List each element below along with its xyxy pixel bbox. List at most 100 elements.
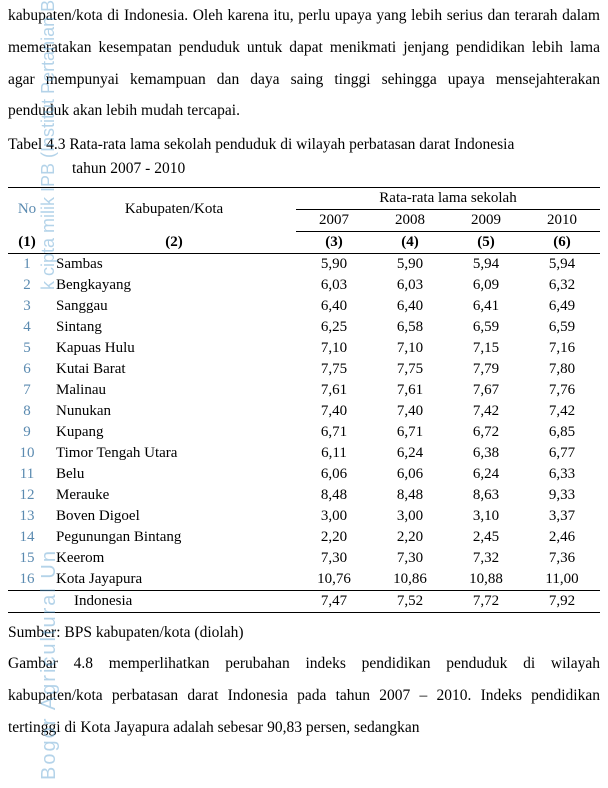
cell-value: 3,37 bbox=[524, 506, 600, 527]
cell-value: 6,03 bbox=[296, 275, 372, 296]
cell-value: 3,10 bbox=[448, 506, 524, 527]
colnum-2: (2) bbox=[46, 232, 296, 254]
cell-value: 2,46 bbox=[524, 527, 600, 548]
cell-kab: Merauke bbox=[46, 485, 296, 506]
cell-value: 6,58 bbox=[372, 317, 448, 338]
paragraph-top: kabupaten/kota di Indonesia. Oleh karena… bbox=[8, 0, 600, 127]
cell-value: 7,32 bbox=[448, 548, 524, 569]
th-year-3: 2010 bbox=[524, 210, 600, 232]
cell-value: 7,72 bbox=[448, 591, 524, 613]
colnum-3: (3) bbox=[296, 232, 372, 254]
cell-value: 7,15 bbox=[448, 338, 524, 359]
colnum-4: (4) bbox=[372, 232, 448, 254]
cell-no: 12 bbox=[8, 485, 46, 506]
table-caption-line2: tahun 2007 - 2010 bbox=[8, 157, 600, 181]
cell-value: 7,40 bbox=[372, 401, 448, 422]
cell-no: 13 bbox=[8, 506, 46, 527]
cell-value: 8,63 bbox=[448, 485, 524, 506]
table-row: 5Kapuas Hulu7,107,107,157,16 bbox=[8, 338, 600, 359]
colnum-5: (5) bbox=[448, 232, 524, 254]
cell-value: 7,75 bbox=[296, 359, 372, 380]
cell-kab: Kupang bbox=[46, 422, 296, 443]
cell-value: 7,79 bbox=[448, 359, 524, 380]
cell-value: 6,72 bbox=[448, 422, 524, 443]
cell-kab: Bengkayang bbox=[46, 275, 296, 296]
cell-kab: Nunukan bbox=[46, 401, 296, 422]
cell-no: 3 bbox=[8, 296, 46, 317]
cell-no: 6 bbox=[8, 359, 46, 380]
table-row: 13Boven Digoel3,003,003,103,37 bbox=[8, 506, 600, 527]
table-row: 11Belu6,066,066,246,33 bbox=[8, 464, 600, 485]
cell-value: 7,75 bbox=[372, 359, 448, 380]
table-caption-line1: Tabel 4.3 Rata-rata lama sekolah pendudu… bbox=[8, 136, 514, 153]
cell-value: 3,00 bbox=[372, 506, 448, 527]
cell-no: 4 bbox=[8, 317, 46, 338]
cell-kab: Sintang bbox=[46, 317, 296, 338]
cell-value: 7,16 bbox=[524, 338, 600, 359]
cell-value: 5,90 bbox=[372, 254, 448, 276]
cell-no: 7 bbox=[8, 380, 46, 401]
cell-value: 6,71 bbox=[372, 422, 448, 443]
cell-value: 7,76 bbox=[524, 380, 600, 401]
cell-value: 6,33 bbox=[524, 464, 600, 485]
cell-value: 7,67 bbox=[448, 380, 524, 401]
th-year-2: 2009 bbox=[448, 210, 524, 232]
cell-value: 7,80 bbox=[524, 359, 600, 380]
cell-kab: Indonesia bbox=[46, 591, 296, 613]
cell-no: 15 bbox=[8, 548, 46, 569]
table-row: 3Sanggau6,406,406,416,49 bbox=[8, 296, 600, 317]
cell-value: 7,10 bbox=[372, 338, 448, 359]
cell-value: 7,42 bbox=[524, 401, 600, 422]
cell-kab: Kota Jayapura bbox=[46, 569, 296, 591]
th-kab: Kabupaten/Kota bbox=[46, 188, 296, 232]
cell-kab: Pegunungan Bintang bbox=[46, 527, 296, 548]
table-row: 10Timor Tengah Utara6,116,246,386,77 bbox=[8, 443, 600, 464]
cell-value: 7,36 bbox=[524, 548, 600, 569]
table-body: 1Sambas5,905,905,945,942Bengkayang6,036,… bbox=[8, 254, 600, 613]
cell-no: 8 bbox=[8, 401, 46, 422]
cell-kab: Malinau bbox=[46, 380, 296, 401]
cell-value: 6,49 bbox=[524, 296, 600, 317]
cell-value: 7,47 bbox=[296, 591, 372, 613]
cell-value: 6,06 bbox=[296, 464, 372, 485]
table-row: 12Merauke8,488,488,639,33 bbox=[8, 485, 600, 506]
table-row: 8Nunukan7,407,407,427,42 bbox=[8, 401, 600, 422]
th-year-1: 2008 bbox=[372, 210, 448, 232]
table-row-totals: Indonesia7,477,527,727,92 bbox=[8, 591, 600, 613]
cell-value: 7,40 bbox=[296, 401, 372, 422]
cell-value: 6,09 bbox=[448, 275, 524, 296]
cell-value: 7,30 bbox=[372, 548, 448, 569]
cell-value: 6,24 bbox=[448, 464, 524, 485]
cell-kab: Sanggau bbox=[46, 296, 296, 317]
cell-value: 6,85 bbox=[524, 422, 600, 443]
cell-kab: Belu bbox=[46, 464, 296, 485]
cell-no: 11 bbox=[8, 464, 46, 485]
cell-value: 7,30 bbox=[296, 548, 372, 569]
cell-value: 7,92 bbox=[524, 591, 600, 613]
table-row: 9Kupang6,716,716,726,85 bbox=[8, 422, 600, 443]
cell-value: 6,77 bbox=[524, 443, 600, 464]
cell-kab: Kapuas Hulu bbox=[46, 338, 296, 359]
colnum-6: (6) bbox=[524, 232, 600, 254]
cell-value: 6,06 bbox=[372, 464, 448, 485]
table-row: 6Kutai Barat7,757,757,797,80 bbox=[8, 359, 600, 380]
cell-value: 6,59 bbox=[448, 317, 524, 338]
cell-no: 16 bbox=[8, 569, 46, 591]
th-year-0: 2007 bbox=[296, 210, 372, 232]
cell-value: 6,25 bbox=[296, 317, 372, 338]
cell-value: 8,48 bbox=[296, 485, 372, 506]
cell-value: 6,38 bbox=[448, 443, 524, 464]
cell-value: 9,33 bbox=[524, 485, 600, 506]
table-row: 2Bengkayang6,036,036,096,32 bbox=[8, 275, 600, 296]
th-no: No bbox=[8, 188, 46, 232]
cell-no bbox=[8, 591, 46, 613]
cell-no: 10 bbox=[8, 443, 46, 464]
table-row: 16Kota Jayapura10,7610,8610,8811,00 bbox=[8, 569, 600, 591]
cell-no: 9 bbox=[8, 422, 46, 443]
cell-value: 2,20 bbox=[372, 527, 448, 548]
cell-value: 3,00 bbox=[296, 506, 372, 527]
cell-value: 5,90 bbox=[296, 254, 372, 276]
cell-no: 1 bbox=[8, 254, 46, 276]
cell-kab: Keerom bbox=[46, 548, 296, 569]
cell-value: 7,61 bbox=[372, 380, 448, 401]
